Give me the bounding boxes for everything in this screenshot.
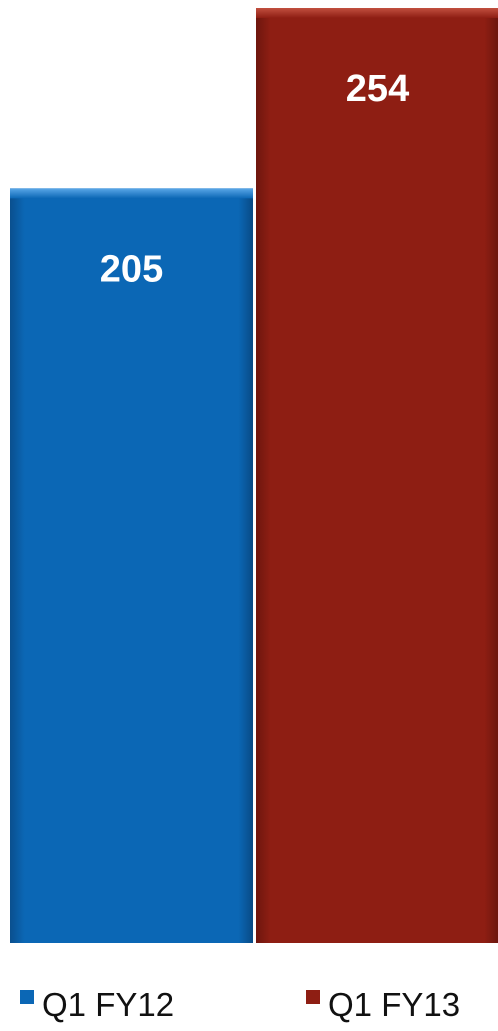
legend-label-q1-fy12: Q1 FY12 (42, 986, 174, 1023)
bar-q1-fy12 (10, 188, 253, 943)
legend-swatch-q1-fy13 (306, 990, 320, 1004)
data-label-q1-fy13: 254 (346, 68, 409, 110)
legend: Q1 FY12 Q1 FY13 (20, 986, 460, 1023)
legend-label-q1-fy13: Q1 FY13 (328, 986, 460, 1023)
legend-item-1: Q1 FY13 (306, 986, 460, 1023)
bar-q1-fy13 (256, 8, 498, 943)
bars-layer (10, 8, 498, 943)
bar-bevel-q1-fy13 (256, 8, 498, 18)
data-labels-layer: 205 254 (100, 68, 409, 290)
legend-swatch-q1-fy12 (20, 990, 34, 1004)
legend-item-0: Q1 FY12 (20, 986, 174, 1023)
data-label-q1-fy12: 205 (100, 248, 163, 290)
bar-bevel-q1-fy12 (10, 188, 253, 199)
